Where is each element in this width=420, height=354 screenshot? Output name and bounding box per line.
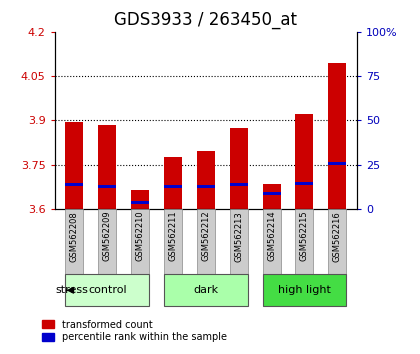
Bar (65, 274, 149, 306)
Bar (197, 185, 215, 188)
Text: control: control (88, 285, 126, 295)
Bar (230, 128, 248, 209)
Bar (164, 274, 248, 306)
Bar (65, 209, 83, 274)
Bar (328, 162, 346, 165)
Bar (262, 192, 281, 195)
Bar (65, 122, 83, 209)
Bar (295, 114, 313, 209)
Bar (197, 209, 215, 274)
Bar (262, 184, 281, 209)
Text: GSM562211: GSM562211 (168, 211, 177, 262)
Bar (295, 209, 313, 274)
Text: GSM562213: GSM562213 (234, 211, 243, 262)
Text: GSM562208: GSM562208 (70, 211, 79, 262)
Bar (262, 274, 346, 306)
Text: GSM562216: GSM562216 (333, 211, 342, 262)
Bar (262, 209, 281, 274)
Text: high light: high light (278, 285, 331, 295)
Bar (131, 201, 149, 204)
Bar (164, 157, 182, 209)
Text: dark: dark (193, 285, 218, 295)
Bar (98, 185, 116, 188)
Title: GDS3933 / 263450_at: GDS3933 / 263450_at (114, 11, 297, 29)
Bar (65, 183, 83, 186)
Bar (98, 209, 116, 274)
Bar (295, 182, 313, 185)
Bar (328, 63, 346, 209)
Text: GSM562212: GSM562212 (201, 211, 210, 262)
Bar (230, 183, 248, 186)
Text: GSM562210: GSM562210 (136, 211, 144, 262)
Bar (197, 152, 215, 209)
Text: stress: stress (55, 285, 88, 295)
Bar (164, 185, 182, 188)
Text: GSM562214: GSM562214 (267, 211, 276, 262)
Bar (98, 125, 116, 209)
Bar (230, 209, 248, 274)
Text: GSM562209: GSM562209 (103, 211, 112, 262)
Bar (328, 209, 346, 274)
Bar (131, 209, 149, 274)
Legend: transformed count, percentile rank within the sample: transformed count, percentile rank withi… (39, 316, 231, 346)
Text: GSM562215: GSM562215 (300, 211, 309, 262)
Bar (164, 209, 182, 274)
Bar (131, 190, 149, 209)
